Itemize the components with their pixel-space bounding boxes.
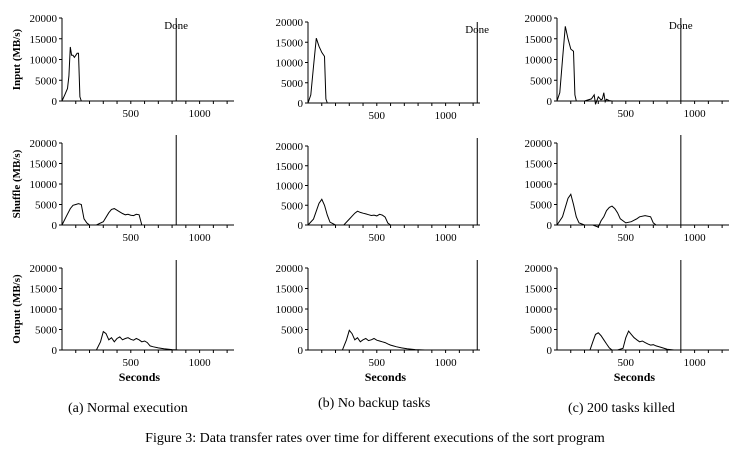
- a-shuffle-ytick-label: 10000: [30, 179, 58, 191]
- c-output-xlabel: Seconds: [614, 370, 656, 384]
- a-shuffle-ytick-label: 20000: [30, 138, 58, 150]
- b-input-series-line: [307, 38, 328, 104]
- a-input-done-label: Done: [164, 20, 188, 32]
- a-output-ytick-label: 5000: [35, 325, 58, 337]
- a-input-ytick-label: 0: [52, 96, 58, 108]
- a-output-xtick-label: 500: [123, 357, 140, 369]
- b-input-ytick-label: 10000: [276, 58, 304, 70]
- a-input-series-line: [61, 46, 82, 102]
- c-input-xtick-label: 1000: [684, 108, 707, 120]
- a-shuffle-ytick-label: 5000: [35, 200, 58, 212]
- b-output-ytick-label: 15000: [276, 284, 304, 296]
- c-shuffle-ytick-label: 5000: [530, 200, 553, 212]
- b-output-ytick-label: 0: [298, 345, 304, 357]
- b-shuffle-ytick-label: 5000: [281, 200, 304, 212]
- c-shuffle-series-line: [556, 193, 657, 228]
- c-input-ytick-label: 0: [547, 96, 553, 108]
- c-input-ytick-label: 15000: [525, 34, 553, 46]
- b-shuffle-ytick-label: 0: [298, 220, 304, 232]
- c-shuffle-xtick-label: 500: [618, 232, 635, 244]
- a-output-ytick-label: 15000: [30, 284, 58, 296]
- c-shuffle-ytick-label: 0: [547, 220, 553, 232]
- c-input-xtick-label: 500: [618, 108, 635, 120]
- c-output-ytick-label: 15000: [525, 284, 553, 296]
- c-shuffle-ytick-label: 15000: [525, 159, 553, 171]
- c-input-done-label: Done: [669, 20, 693, 32]
- figure-caption: Figure 3: Data transfer rates over time …: [145, 431, 605, 446]
- b-output-ytick-label: 20000: [276, 263, 304, 275]
- c-output-ytick-label: 20000: [525, 263, 553, 275]
- c-output-ytick-label: 5000: [530, 325, 553, 337]
- c-input-ytick-label: 5000: [530, 75, 553, 87]
- b-shuffle-ytick-label: 10000: [276, 181, 304, 193]
- c-shuffle-xtick-label: 1000: [684, 232, 707, 244]
- a-output-xlabel: Seconds: [119, 370, 161, 384]
- b-shuffle-xtick-label: 500: [369, 232, 386, 244]
- c-output-ytick-label: 10000: [525, 304, 553, 316]
- b-output-ytick-label: 10000: [276, 304, 304, 316]
- caption-no-backup-tasks: (b) No backup tasks: [318, 396, 431, 411]
- a-input-xtick-label: 500: [123, 108, 140, 120]
- b-output-xtick-label: 500: [369, 357, 386, 369]
- a-output-xtick-label: 1000: [189, 357, 212, 369]
- a-output-ytick-label: 10000: [30, 304, 58, 316]
- b-output-xlabel: Seconds: [365, 370, 407, 384]
- a-shuffle-ytick-label: 0: [52, 220, 58, 232]
- c-input-ytick-label: 10000: [525, 55, 553, 67]
- b-output-ytick-label: 5000: [281, 325, 304, 337]
- b-shuffle-xtick-label: 1000: [435, 232, 458, 244]
- a-input-ytick-label: 10000: [30, 55, 58, 67]
- c-output-series-line: [557, 330, 675, 351]
- caption-200-tasks-killed: (c) 200 tasks killed: [568, 401, 675, 416]
- c-shuffle-ytick-label: 20000: [525, 138, 553, 150]
- b-input-ytick-label: 0: [298, 98, 304, 110]
- b-input-xtick-label: 1000: [435, 110, 458, 122]
- c-output-ytick-label: 0: [547, 345, 553, 357]
- a-input-ytick-label: 15000: [30, 34, 58, 46]
- b-input-xtick-label: 500: [369, 110, 386, 122]
- b-shuffle-ytick-label: 15000: [276, 161, 304, 173]
- c-input-series-line: [556, 26, 681, 105]
- a-shuffle-xtick-label: 500: [123, 232, 140, 244]
- b-input-ytick-label: 15000: [276, 37, 304, 49]
- b-output-xtick-label: 1000: [435, 357, 458, 369]
- a-output-ytick-label: 20000: [30, 263, 58, 275]
- a-shuffle-series-line: [61, 203, 145, 226]
- a-shuffle-ylabel: Shuffle (MB/s): [11, 149, 23, 218]
- a-shuffle-ytick-label: 15000: [30, 159, 58, 171]
- a-output-ytick-label: 0: [52, 345, 58, 357]
- a-input-ylabel: Input (MB/s): [11, 28, 23, 90]
- b-shuffle-ytick-label: 20000: [276, 141, 304, 153]
- b-shuffle-series-line: [307, 198, 391, 226]
- b-output-series-line: [308, 329, 426, 351]
- b-input-ytick-label: 5000: [281, 78, 304, 90]
- c-output-xtick-label: 500: [618, 357, 635, 369]
- a-input-ytick-label: 5000: [35, 75, 58, 87]
- a-input-ytick-label: 20000: [30, 13, 58, 25]
- a-input-xtick-label: 1000: [189, 108, 212, 120]
- c-output-xtick-label: 1000: [684, 357, 707, 369]
- b-input-done-label: Done: [465, 24, 489, 36]
- caption-normal-execution: (a) Normal execution: [68, 401, 188, 416]
- b-input-ytick-label: 20000: [276, 17, 304, 29]
- c-input-ytick-label: 20000: [525, 13, 553, 25]
- a-output-series-line: [62, 330, 180, 351]
- a-shuffle-xtick-label: 1000: [189, 232, 212, 244]
- a-output-ylabel: Output (MB/s): [11, 274, 23, 344]
- c-shuffle-ytick-label: 10000: [525, 179, 553, 191]
